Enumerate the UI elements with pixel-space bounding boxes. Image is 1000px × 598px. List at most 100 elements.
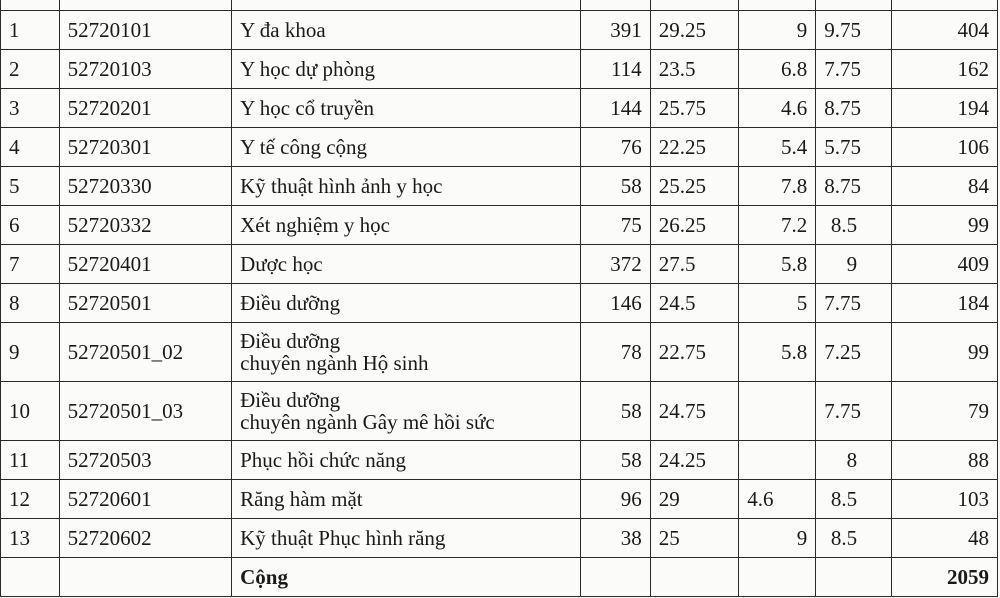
program-name: Y tế công cộng bbox=[231, 127, 581, 167]
row-number: 8 bbox=[0, 283, 60, 323]
total-label: Cộng bbox=[231, 557, 581, 597]
program-name: Kỹ thuật Phục hình răng bbox=[231, 518, 581, 558]
col8-value-text: 162 bbox=[957, 56, 990, 81]
col5-value: 25.75 bbox=[649, 88, 740, 128]
col5-value-text: 29 bbox=[658, 486, 680, 511]
col6-value-text: 7.8 bbox=[781, 173, 808, 198]
program-name-text: Răng hàm mặt bbox=[240, 486, 363, 511]
col5-value-text: 24.5 bbox=[658, 290, 696, 315]
program-name-text: Y học dự phòng bbox=[240, 56, 375, 81]
col8-value: 162 bbox=[891, 49, 998, 89]
program-name-text: Phục hồi chức năng bbox=[240, 447, 407, 472]
empty-cell bbox=[579, 557, 651, 597]
program-name-text: Điều dưỡng bbox=[240, 329, 341, 353]
program-name-line2: chuyên ngành Hộ sinh bbox=[240, 351, 429, 375]
col6-value: 4.6 bbox=[738, 479, 817, 519]
col8-value: 404 bbox=[891, 10, 998, 50]
program-code: 52720201 bbox=[58, 88, 233, 128]
col8-value: 79 bbox=[891, 381, 998, 441]
program-code-text: 52720201 bbox=[67, 95, 152, 120]
col8-value-text: 84 bbox=[968, 173, 989, 198]
col6-value-text: 7.2 bbox=[781, 212, 808, 237]
header-row-cropped bbox=[0, 0, 998, 11]
empty-cell bbox=[738, 557, 817, 597]
col7-value: 7.75 bbox=[815, 49, 893, 89]
col4-value-text: 146 bbox=[610, 290, 642, 315]
col4-value: 78 bbox=[579, 322, 651, 382]
program-name-text: Y học cổ truyền bbox=[240, 95, 375, 120]
table-row: 12 52720601 Răng hàm mặt 96 29 4.6 8.5 103 bbox=[0, 479, 998, 519]
program-name: Y học dự phòng bbox=[231, 49, 581, 89]
row-number-text: 3 bbox=[9, 95, 20, 120]
row-number-text: 9 bbox=[9, 340, 20, 364]
col6-value-text: 5.8 bbox=[781, 251, 808, 276]
program-name: Xét nghiệm y học bbox=[231, 205, 581, 245]
program-name: Y đa khoa bbox=[231, 10, 581, 50]
program-code-text: 52720601 bbox=[67, 486, 152, 511]
col5-value: 27.5 bbox=[649, 244, 740, 284]
program-code: 52720332 bbox=[58, 205, 233, 245]
col8-value-text: 88 bbox=[968, 447, 989, 472]
col4-value-text: 144 bbox=[610, 95, 642, 120]
col5-value: 24.25 bbox=[649, 440, 740, 480]
col8-value: 409 bbox=[891, 244, 998, 284]
col5-value-text: 24.25 bbox=[658, 447, 706, 472]
col4-value: 58 bbox=[579, 166, 651, 206]
table-row: 5 52720330 Kỹ thuật hình ảnh y học 58 25.25 7… bbox=[0, 166, 998, 206]
empty-cell bbox=[58, 557, 233, 597]
col8-value-text: 79 bbox=[968, 399, 989, 423]
table-row: 11 52720503 Phục hồi chức năng 58 24.25 8 88 bbox=[0, 440, 998, 480]
row-number-text: 5 bbox=[9, 173, 20, 198]
col8-value-text: 404 bbox=[957, 17, 990, 42]
col4-value: 146 bbox=[579, 283, 651, 323]
col7-value: 9 bbox=[815, 244, 893, 284]
col7-value-text: 7.75 bbox=[824, 56, 861, 81]
col5-value-text: 22.75 bbox=[658, 340, 706, 364]
col7-value-text: 8.5 bbox=[830, 525, 858, 550]
col7-value-text: 8.5 bbox=[830, 486, 858, 511]
col6-value: 5.4 bbox=[738, 127, 817, 167]
col5-value: 26.25 bbox=[649, 205, 740, 245]
col4-value: 391 bbox=[579, 10, 651, 50]
program-code-text: 52720503 bbox=[67, 447, 152, 472]
row-number: 10 bbox=[0, 381, 60, 441]
col4-value-text: 78 bbox=[620, 340, 642, 364]
col7-value-text: 8.75 bbox=[824, 95, 861, 120]
col6-value: 5.8 bbox=[738, 244, 817, 284]
col7-value: 5.75 bbox=[815, 127, 893, 167]
program-name-text: Điều dưỡng bbox=[240, 290, 341, 315]
col8-value: 99 bbox=[891, 205, 998, 245]
program-code: 52720330 bbox=[58, 166, 233, 206]
col5-value: 25 bbox=[649, 518, 740, 558]
table-row: 3 52720201 Y học cổ truyền 144 25.75 4.6 8.75 1… bbox=[0, 88, 998, 128]
row-number-text: 1 bbox=[9, 17, 20, 42]
col5-value-text: 25 bbox=[658, 525, 680, 550]
col4-value-text: 114 bbox=[610, 56, 642, 81]
program-code: 52720601 bbox=[58, 479, 233, 519]
program-name: Răng hàm mặt bbox=[231, 479, 581, 519]
row-number-text: 4 bbox=[9, 134, 20, 159]
col4-value: 372 bbox=[579, 244, 651, 284]
row-number-text: 11 bbox=[9, 447, 30, 472]
col5-value: 23.5 bbox=[649, 49, 740, 89]
program-name: Điều dưỡng chuyên ngành Gây mê hồi sức bbox=[231, 381, 581, 441]
col8-value: 106 bbox=[891, 127, 998, 167]
col6-value: 9 bbox=[738, 10, 817, 50]
col8-value: 99 bbox=[891, 322, 998, 382]
col7-value: 8.75 bbox=[815, 88, 893, 128]
program-code: 52720501_02 bbox=[58, 322, 233, 382]
col7-value: 7.25 bbox=[815, 322, 893, 382]
col5-value-text: 22.25 bbox=[658, 134, 706, 159]
total-value-text: 2059 bbox=[947, 564, 989, 589]
table-row: 8 52720501 Điều dưỡng 146 24.5 5 7.75 184 bbox=[0, 283, 998, 323]
col6-value-text: 5.4 bbox=[781, 134, 808, 159]
row-number: 13 bbox=[0, 518, 60, 558]
col7-value: 8.5 bbox=[815, 479, 893, 519]
program-name-line2: chuyên ngành Gây mê hồi sức bbox=[240, 410, 495, 434]
program-code-text: 52720401 bbox=[67, 251, 152, 276]
empty-cell bbox=[0, 557, 60, 597]
program-code: 52720401 bbox=[58, 244, 233, 284]
row-number-text: 7 bbox=[9, 251, 20, 276]
col5-value-text: 23.5 bbox=[658, 56, 696, 81]
col6-value-text: 6.8 bbox=[781, 56, 808, 81]
